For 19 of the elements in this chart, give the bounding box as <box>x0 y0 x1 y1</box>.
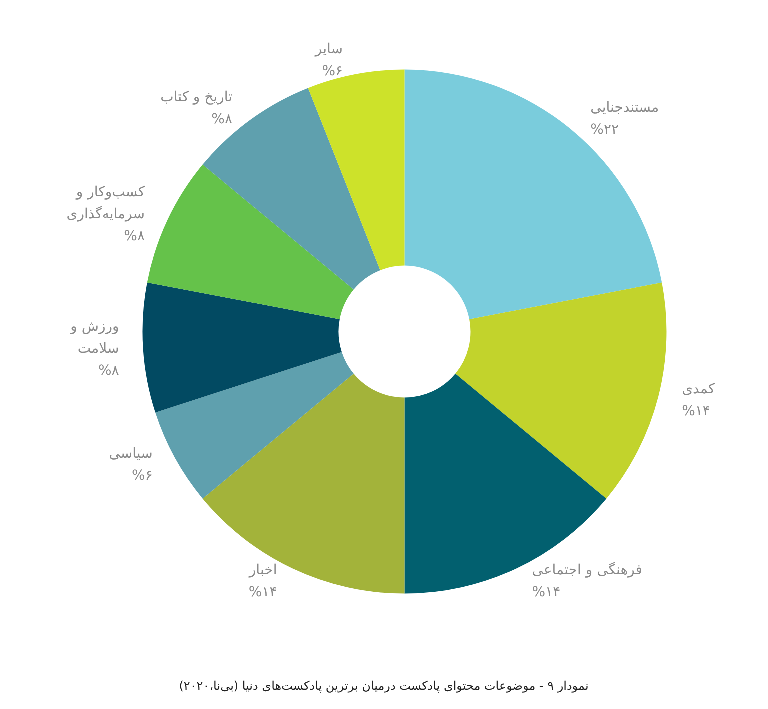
data-label: %۸ <box>98 363 120 380</box>
data-label: %۶ <box>322 64 344 80</box>
slice-label: فرهنگی و اجتماعی <box>532 562 642 579</box>
data-label: %۸ <box>212 112 233 128</box>
text: نمودار ۹ - موضوعات محتوای پادکست درمیان برترین پادکست‌های دنیا (بی‌نا،۲۰۲۰) <box>179 679 589 693</box>
slice-label: مستندجنایی <box>590 100 660 116</box>
slice-label: ورزش و سلامت <box>70 319 120 358</box>
slice-label: کسب‌وکار و سرمایه‌گذاری <box>66 184 146 222</box>
slice-label: اخبار <box>248 562 278 579</box>
data-label: %۱۴ <box>532 584 561 601</box>
data-label: %۲۲ <box>590 122 620 138</box>
data-label: %۱۴ <box>248 584 278 601</box>
slice-label: کمدی <box>682 381 716 398</box>
slice-label: سایر <box>314 42 344 58</box>
data-label: %۱۴ <box>682 403 710 420</box>
slice-label: تاریخ و کتاب <box>160 90 233 106</box>
data-label: %۸ <box>124 228 146 244</box>
slice-label: سیاسی <box>109 446 153 462</box>
data-label: %۶ <box>132 468 153 484</box>
